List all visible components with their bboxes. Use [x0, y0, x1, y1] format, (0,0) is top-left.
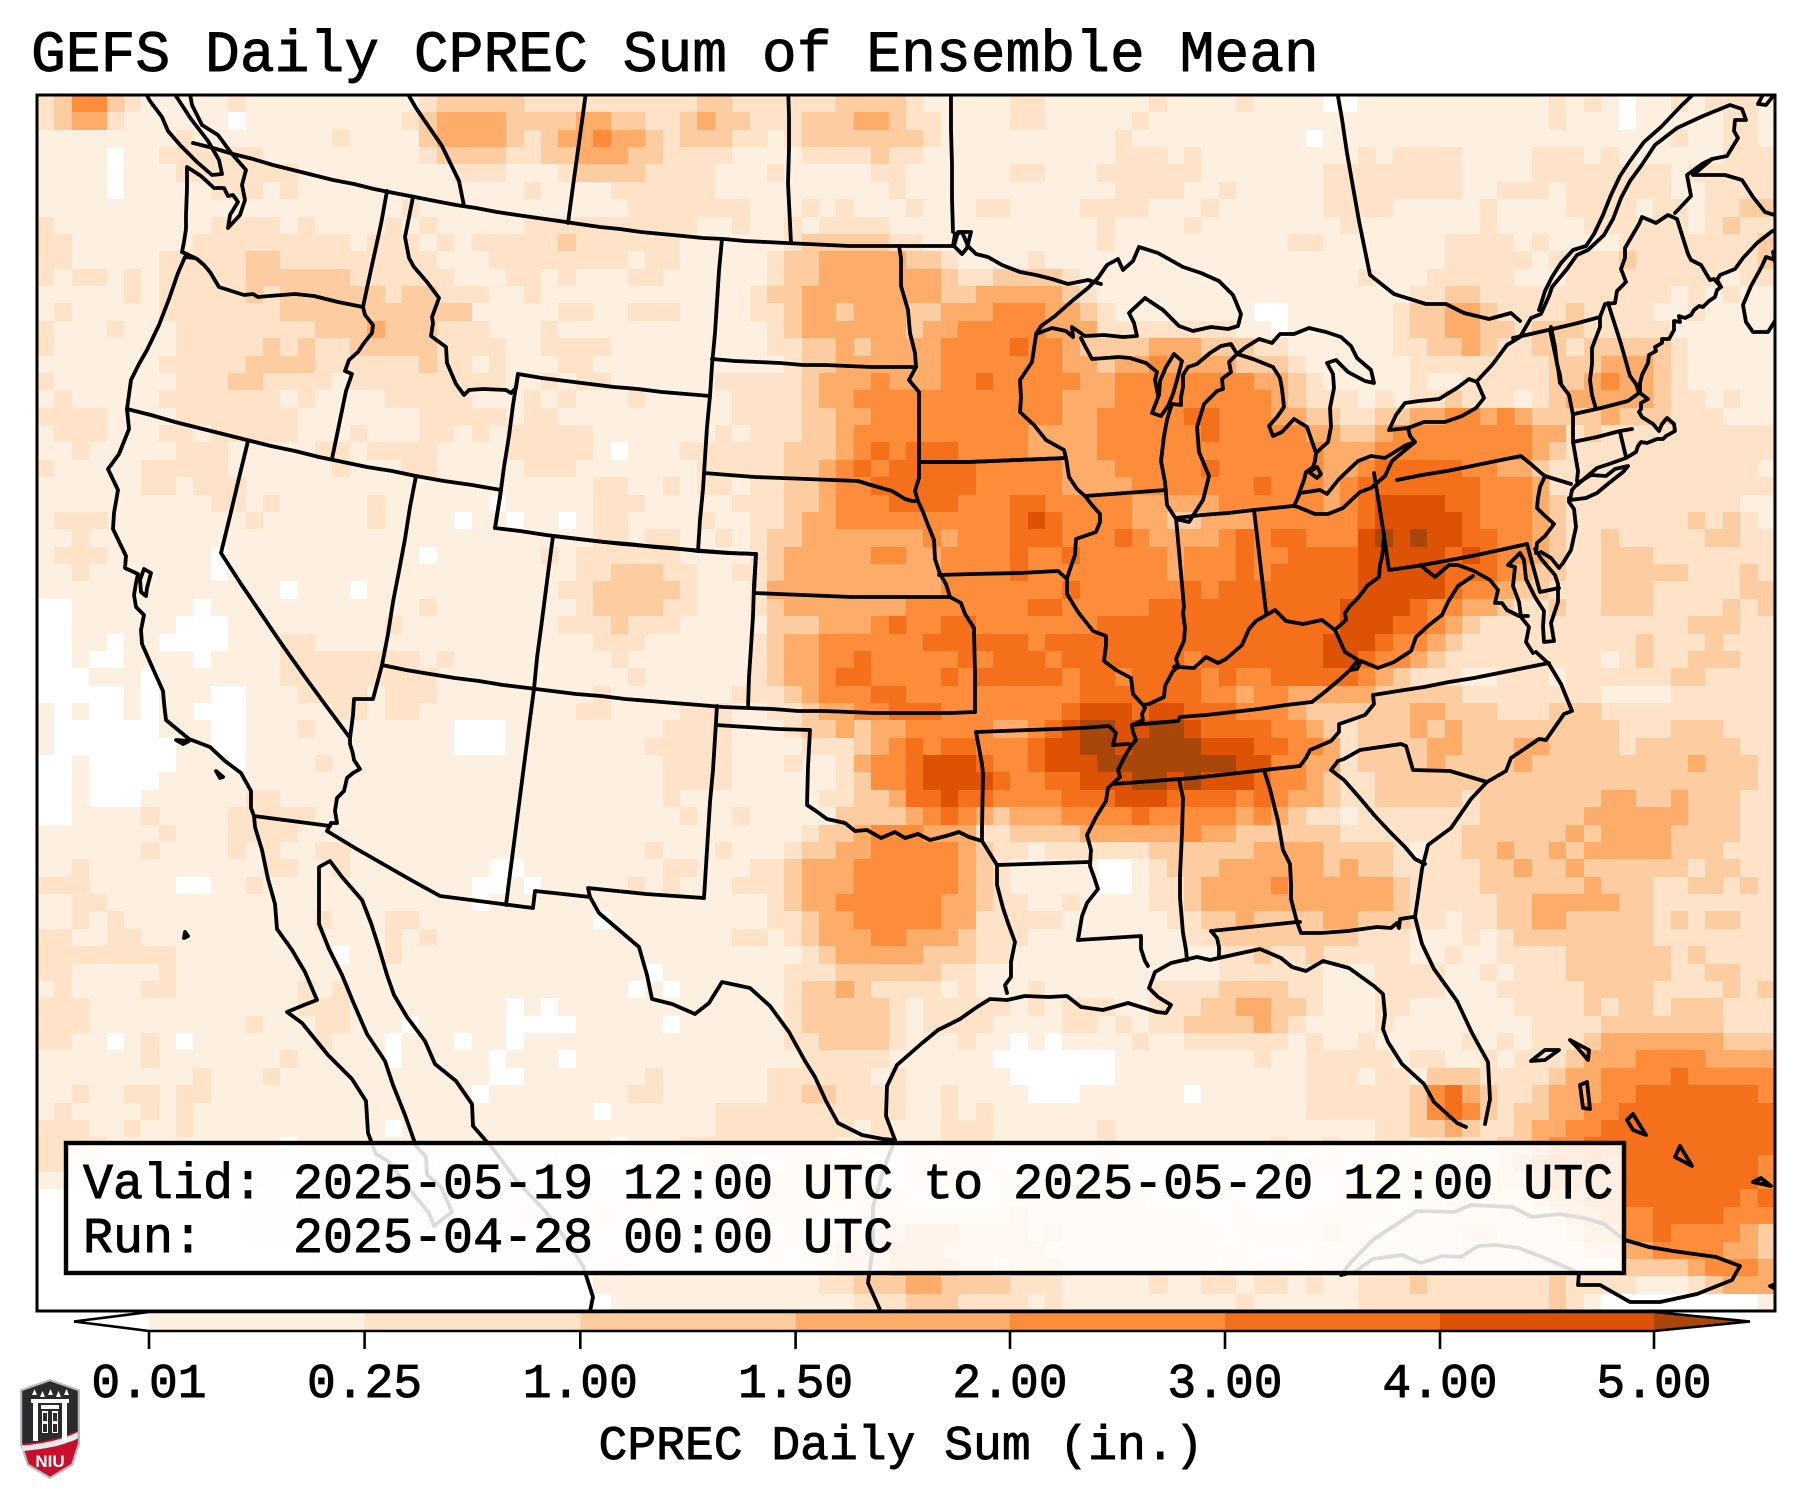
svg-text:1.50: 1.50: [738, 1358, 853, 1412]
svg-text:0.25: 0.25: [307, 1358, 422, 1412]
svg-text:0.01: 0.01: [91, 1358, 206, 1412]
svg-text:Valid: 2025-05-19 12:00 UTC to: Valid: 2025-05-19 12:00 UTC to 2025-05-2…: [83, 1157, 1613, 1214]
svg-text:2.00: 2.00: [952, 1358, 1067, 1412]
svg-text:CPREC Daily Sum (in.): CPREC Daily Sum (in.): [599, 1420, 1204, 1474]
svg-text:5.00: 5.00: [1596, 1358, 1711, 1412]
svg-text:4.00: 4.00: [1382, 1358, 1497, 1412]
svg-text:NIU: NIU: [35, 1452, 64, 1471]
svg-text:GEFS Daily CPREC Sum of Ensemb: GEFS Daily CPREC Sum of Ensemble Mean: [31, 24, 1319, 89]
svg-text:1.00: 1.00: [523, 1358, 638, 1412]
svg-text:Run: 2025-04-28 00:00 UTC: Run: 2025-04-28 00:00 UTC: [83, 1211, 893, 1268]
svg-text:3.00: 3.00: [1167, 1358, 1282, 1412]
